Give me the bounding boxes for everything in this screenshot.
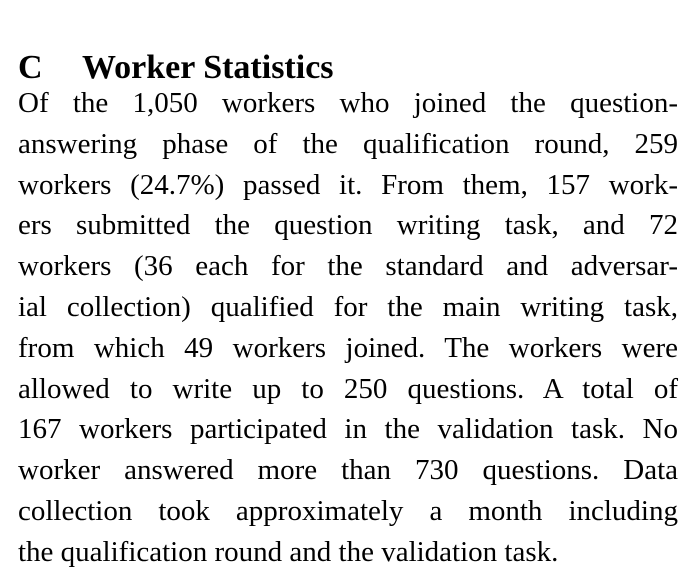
paragraph-line: allowed to write up to 250 questions. A … bbox=[18, 372, 678, 405]
section-title: Worker Statistics bbox=[82, 49, 334, 87]
section-heading: C Worker Statistics bbox=[18, 48, 334, 88]
paragraph-line: workers (24.7%) passed it. From them, 15… bbox=[18, 168, 678, 201]
section-paragraph: Of the 1,050 workers who joined the ques… bbox=[18, 83, 678, 573]
paragraph-line: worker answered more than 730 questions.… bbox=[18, 454, 678, 487]
paragraph-line: 167 workers participated in the validati… bbox=[18, 413, 678, 446]
paragraph-line: collection took approximately a month in… bbox=[18, 494, 678, 527]
section-number: C bbox=[18, 49, 43, 87]
paragraph-line: the qualification round and the validati… bbox=[18, 535, 559, 568]
paragraph-line: Of the 1,050 workers who joined the ques… bbox=[18, 87, 678, 119]
paragraph-line: ers submitted the question writing task,… bbox=[18, 209, 678, 242]
paragraph-line: from which 49 workers joined. The worker… bbox=[18, 331, 678, 364]
paragraph-line: ial collection) qualified for the main w… bbox=[18, 290, 678, 323]
paragraph-line: workers (36 each for the standard and ad… bbox=[18, 250, 678, 283]
paragraph-line: answering phase of the qualification rou… bbox=[18, 127, 678, 160]
